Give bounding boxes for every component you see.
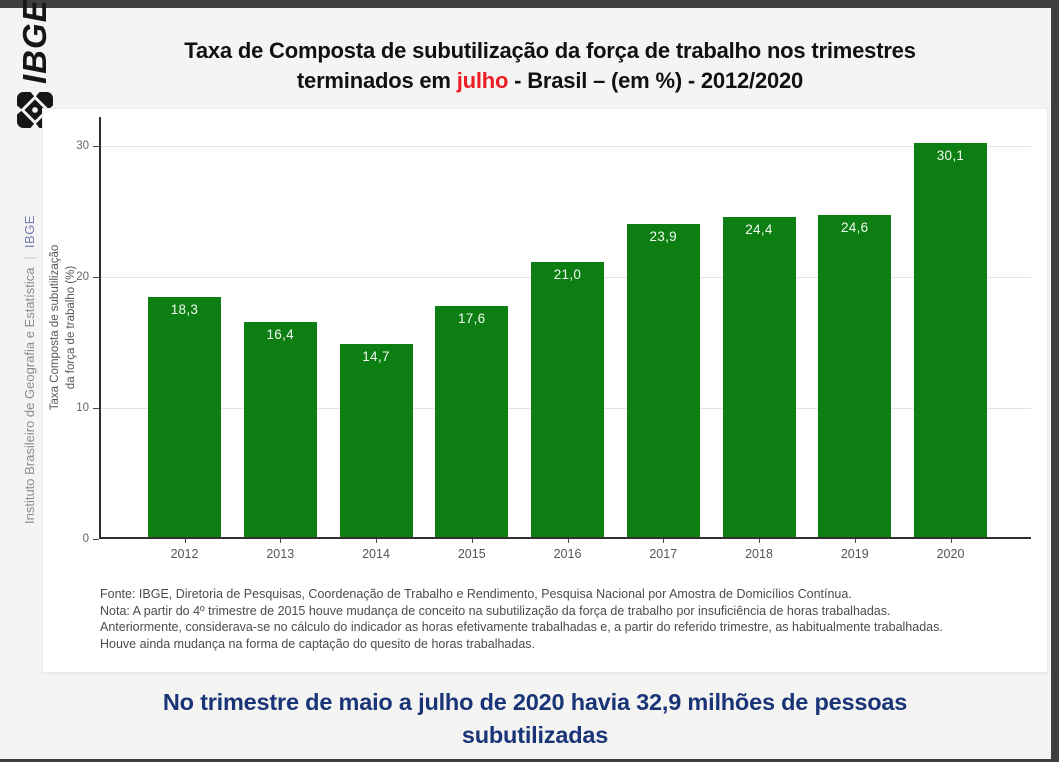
footnote-source: Fonte: IBGE, Diretoria de Pesquisas, Coo… — [100, 587, 852, 601]
x-tick-label-2012: 2012 — [170, 547, 199, 561]
ibge-logo-text: IBGE — [16, 0, 53, 84]
bar-value-label: 17,6 — [458, 311, 486, 326]
y-tick-label: 20 — [76, 271, 89, 283]
bar-2015: 17,6 — [435, 306, 509, 537]
bar-2017: 23,9 — [626, 224, 700, 537]
frame-top-edge — [0, 0, 1059, 8]
x-tick-mark — [471, 539, 473, 543]
title-highlight-julho: julho — [456, 68, 509, 93]
x-tick-label-2018: 2018 — [745, 547, 773, 561]
x-tick-label-2016: 2016 — [553, 547, 582, 561]
y-axis-line — [99, 117, 101, 539]
x-tick-label-2020: 2020 — [936, 547, 965, 561]
x-tick-mark — [854, 539, 856, 543]
institution-suffix: IBGE — [21, 215, 37, 249]
frame-right-edge — [1051, 0, 1059, 762]
x-axis-line — [99, 537, 1031, 539]
x-tick-label-2017: 2017 — [649, 547, 678, 561]
bar-value-label: 21,0 — [553, 267, 582, 282]
title-line2-pre: terminados em — [296, 68, 457, 93]
chart-title: Taxa de Composta de subutilização da for… — [90, 36, 1010, 96]
x-tick-mark — [376, 539, 377, 543]
bar-2013: 16,4 — [243, 322, 317, 537]
bar-value-label: 30,1 — [936, 148, 965, 163]
x-tick-mark — [663, 539, 665, 543]
footnote-note1: Nota: A partir do 4º trimestre de 2015 h… — [100, 603, 891, 618]
y-tick-mark — [93, 407, 99, 409]
bar-value-label: 14,7 — [362, 349, 390, 364]
plot-area: 0 10 20 30 18,3 2012 16,4 2013 14,7 2014 17,6 2015 2… — [76, 117, 1031, 561]
sidebar-institution: Instituto Brasileiro de Geografia e Esta… — [20, 162, 38, 524]
headline: No trimestre de maio a julho de 2020 hav… — [65, 686, 1005, 752]
y-axis-title: Taxa Composta de subutilização da força … — [47, 155, 81, 500]
y-tick-mark — [93, 145, 99, 147]
headline-line2: subutilizadas — [461, 722, 609, 748]
chart-title-line1: Taxa de Composta de subutilização da for… — [184, 38, 916, 63]
bar-value-label: 24,6 — [841, 220, 869, 235]
x-tick-mark — [280, 539, 282, 543]
x-tick-mark — [567, 539, 569, 543]
institution-name: Instituto Brasileiro de Geografia e Esta… — [21, 267, 37, 524]
footnote-note3: Houve ainda mudança na forma de captação… — [100, 636, 536, 651]
y-tick-mark — [93, 276, 99, 278]
x-tick-label-2019: 2019 — [840, 547, 869, 561]
bar-2019: 24,6 — [818, 215, 892, 537]
x-tick-mark — [184, 539, 186, 543]
x-tick-label-2013: 2013 — [266, 547, 295, 561]
footnotes: Fonte: IBGE, Diretoria de Pesquisas, Coo… — [100, 586, 1025, 652]
bar-2018: 24,4 — [722, 217, 796, 537]
y-axis-title-line1: Taxa Composta de subutilização — [49, 244, 61, 411]
x-tick-mark — [950, 539, 952, 543]
bar-2020: 30,1 — [914, 143, 987, 537]
y-tick-label: 0 — [82, 533, 89, 545]
bar-value-label: 24,4 — [745, 222, 773, 237]
bar-2016: 21,0 — [531, 262, 604, 537]
y-tick-label: 10 — [76, 402, 89, 414]
institution-divider: | — [21, 256, 37, 260]
x-tick-label-2015: 2015 — [457, 547, 486, 561]
bar-value-label: 16,4 — [266, 327, 294, 342]
headline-line1: No trimestre de maio a julho de 2020 hav… — [162, 689, 908, 715]
frame-bottom-edge — [0, 759, 1059, 762]
bar-2012: 18,3 — [148, 297, 221, 537]
gridline-30 — [101, 145, 1031, 147]
bar-value-label: 23,9 — [649, 229, 677, 244]
y-tick-mark — [93, 538, 99, 540]
chart-title-line2: terminados em julho - Brasil – (em %) - … — [90, 66, 1010, 96]
bar-2014: 14,7 — [339, 344, 413, 537]
y-tick-label: 30 — [76, 140, 89, 152]
x-tick-label-2014: 2014 — [362, 547, 390, 561]
x-tick-mark — [759, 539, 760, 543]
footnote-note2: Anteriormente, considerava-se no cálculo… — [100, 620, 943, 634]
bar-value-label: 18,3 — [170, 302, 199, 317]
y-axis-title-line2: da força de trabalho (%) — [65, 265, 77, 390]
title-line2-post: - Brasil – (em %) - 2012/2020 — [508, 68, 804, 93]
